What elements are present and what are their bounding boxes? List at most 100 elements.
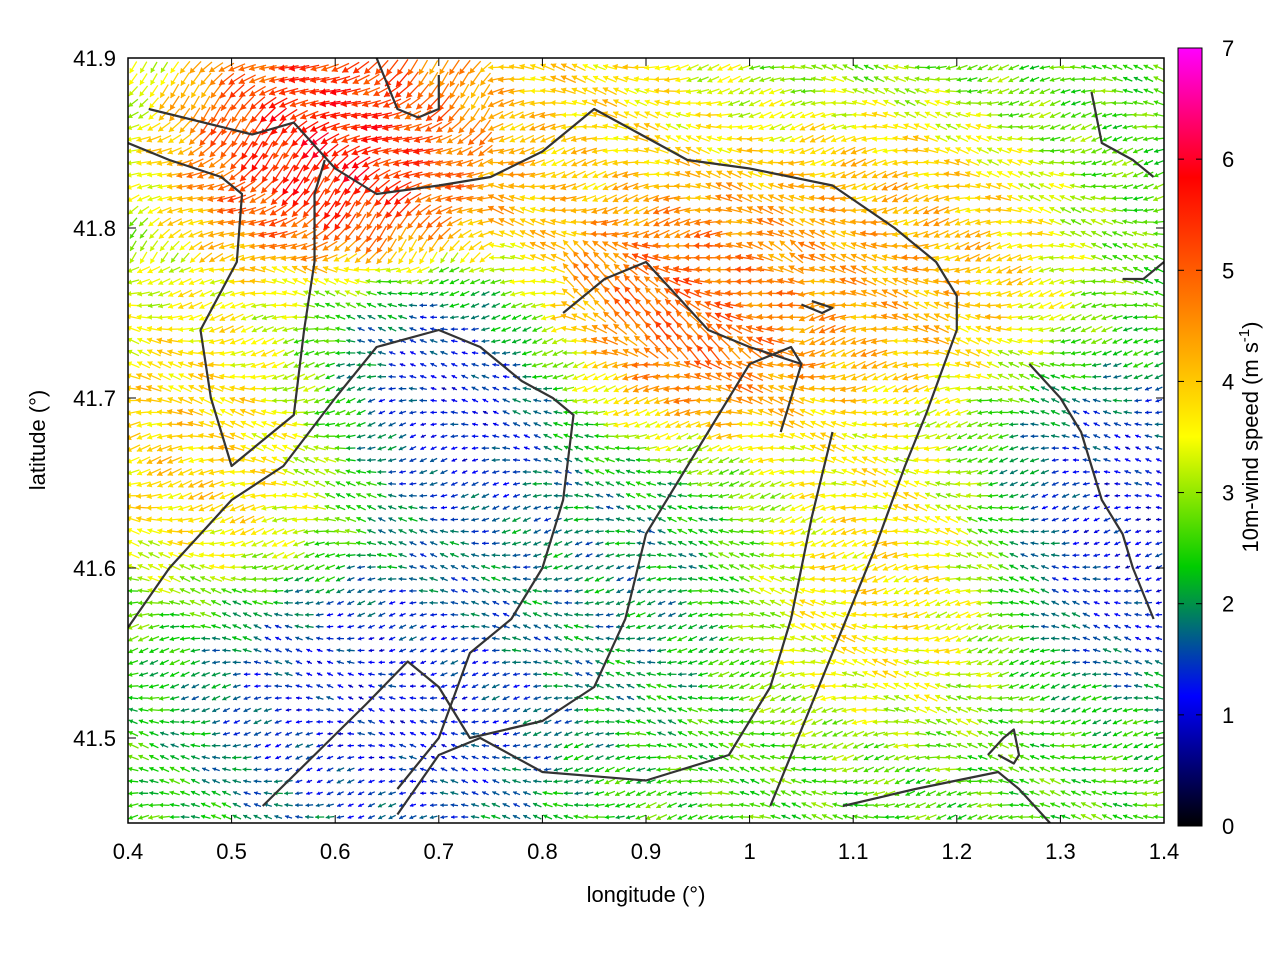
- wind-arrow: [687, 803, 698, 808]
- wind-arrow-head: [1143, 814, 1148, 820]
- wind-arrow: [739, 802, 750, 808]
- wind-arrow-head: [285, 815, 289, 819]
- wind-arrow-head: [615, 803, 620, 808]
- wind-arrow: [904, 802, 916, 808]
- wind-arrow: [894, 802, 906, 808]
- wind-arrow-head: [295, 803, 299, 808]
- wind-arrow-head: [470, 814, 475, 820]
- wind-arrow: [883, 803, 896, 808]
- wind-arrow: [925, 802, 937, 809]
- wind-arrow: [502, 802, 510, 808]
- wind-arrow-head: [358, 815, 362, 819]
- wind-arrow-head: [481, 802, 486, 807]
- wind-arrow: [501, 814, 511, 820]
- wind-arrow-head: [148, 814, 153, 820]
- wind-arrow: [781, 814, 791, 820]
- wind-arrow: [645, 802, 657, 809]
- wind-arrow: [1101, 814, 1113, 820]
- wind-arrow-head: [305, 803, 310, 808]
- wind-arrow: [253, 803, 262, 808]
- wind-arrow: [200, 802, 211, 808]
- wind-arrow-head: [430, 803, 434, 808]
- wind-arrow-head: [221, 802, 227, 807]
- wind-arrow: [190, 814, 200, 820]
- wind-arrow-head: [440, 815, 445, 820]
- wind-arrow: [513, 803, 520, 808]
- wind-arrow-head: [915, 803, 921, 809]
- wind-arrow-head: [169, 814, 174, 820]
- wind-arrow: [294, 803, 303, 808]
- wind-arrow-head: [159, 802, 164, 808]
- wind-arrow-head: [573, 814, 578, 820]
- wind-arrow-head: [451, 815, 455, 819]
- wind-arrow-head: [326, 803, 331, 808]
- wind-arrow-head: [347, 803, 352, 807]
- wind-arrow-head: [791, 814, 797, 819]
- wind-arrow-head: [450, 803, 455, 808]
- wind-arrow-head: [491, 802, 496, 807]
- wind-arrow: [594, 803, 605, 808]
- wind-arrow-head: [1091, 814, 1097, 819]
- wind-arrow: [615, 802, 626, 808]
- wind-arrow-head: [925, 803, 931, 809]
- wind-arrow: [210, 814, 222, 820]
- wind-arrow: [357, 815, 365, 819]
- wind-arrow-head: [388, 815, 393, 820]
- wind-arrow: [738, 814, 751, 820]
- wind-arrow: [336, 803, 344, 808]
- wind-arrow-head: [491, 814, 496, 819]
- wind-arrow: [687, 814, 698, 820]
- wind-arrow: [1028, 814, 1041, 820]
- wind-arrow-head: [254, 803, 258, 807]
- wind-arrow: [305, 814, 314, 820]
- wind-arrow: [128, 814, 139, 820]
- wind-arrow: [180, 814, 190, 820]
- wind-arrow-head: [378, 803, 383, 808]
- wind-arrow: [1112, 814, 1123, 820]
- wind-arrow: [347, 815, 354, 819]
- wind-arrow-head: [656, 815, 662, 820]
- wind-arrow: [1122, 814, 1133, 820]
- wind-arrow-head: [440, 803, 444, 808]
- wind-arrow-head: [884, 814, 889, 820]
- wind-arrow-head: [295, 815, 299, 819]
- wind-arrow: [1008, 814, 1020, 820]
- wind-arrow: [801, 802, 812, 809]
- wind-arrow-head: [584, 802, 589, 808]
- wind-arrow: [573, 802, 584, 808]
- wind-arrow-head: [200, 814, 206, 819]
- wind-arrow-head: [523, 803, 528, 807]
- wind-arrow-head: [770, 814, 775, 819]
- wind-arrow-head: [718, 814, 723, 820]
- wind-arrow: [791, 814, 801, 820]
- wind-arrow: [873, 814, 885, 820]
- wind-arrow-head: [253, 814, 258, 819]
- wind-arrow: [148, 802, 160, 808]
- wind-arrow: [221, 802, 232, 808]
- wind-arrow: [936, 814, 947, 820]
- wind-arrow-head: [583, 814, 588, 820]
- wind-arrow-head: [232, 814, 237, 819]
- wind-arrow: [707, 802, 720, 808]
- wind-arrow-head: [211, 802, 216, 807]
- wind-arrow: [583, 814, 595, 820]
- wind-arrow: [987, 814, 999, 820]
- wind-arrow-head: [533, 802, 538, 807]
- wind-arrow: [138, 803, 149, 808]
- wind-arrow-head: [957, 815, 962, 820]
- wind-arrow: [914, 814, 927, 821]
- wind-arrow: [728, 814, 740, 820]
- wind-arrow-head: [707, 802, 713, 808]
- wind-arrow-head: [512, 815, 517, 819]
- wind-arrow: [190, 802, 200, 808]
- wind-arrow: [284, 802, 293, 808]
- wind-arrow-head: [635, 815, 641, 820]
- wind-arrow-head: [884, 803, 889, 808]
- wind-arrow-head: [1008, 814, 1013, 820]
- wind-arrow-head: [1112, 814, 1118, 819]
- wind-arrow-head: [502, 803, 507, 807]
- wind-arrow: [584, 802, 594, 808]
- wind-arrow-head: [593, 814, 598, 820]
- wind-arrow: [158, 802, 170, 808]
